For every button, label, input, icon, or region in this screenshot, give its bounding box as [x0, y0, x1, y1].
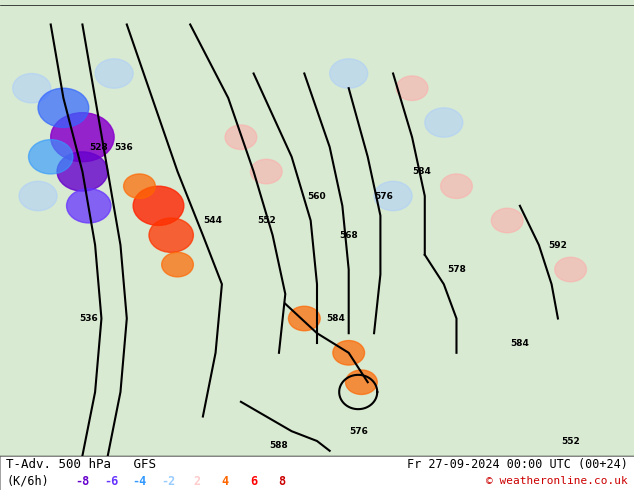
- Circle shape: [250, 159, 282, 184]
- Circle shape: [124, 174, 155, 198]
- Circle shape: [330, 59, 368, 88]
- Circle shape: [288, 306, 320, 331]
- Text: 536: 536: [79, 314, 98, 323]
- Text: 568: 568: [339, 231, 358, 240]
- Text: 8: 8: [278, 475, 286, 488]
- Circle shape: [13, 74, 51, 103]
- Text: 584: 584: [327, 314, 346, 323]
- Text: 592: 592: [548, 241, 567, 249]
- Circle shape: [19, 181, 57, 211]
- Circle shape: [374, 181, 412, 211]
- Circle shape: [425, 108, 463, 137]
- Circle shape: [555, 257, 586, 282]
- Text: 584: 584: [412, 167, 431, 176]
- Text: -2: -2: [161, 475, 175, 488]
- FancyBboxPatch shape: [0, 456, 634, 490]
- FancyBboxPatch shape: [0, 0, 634, 456]
- Circle shape: [149, 218, 193, 252]
- Circle shape: [162, 252, 193, 277]
- Text: 576: 576: [349, 427, 368, 436]
- Circle shape: [67, 189, 111, 223]
- Circle shape: [396, 76, 428, 100]
- FancyBboxPatch shape: [0, 0, 634, 456]
- Circle shape: [51, 113, 114, 162]
- Text: 552: 552: [257, 216, 276, 225]
- Circle shape: [225, 125, 257, 149]
- Text: 584: 584: [510, 339, 529, 347]
- Text: T-Adv. 500 hPa   GFS: T-Adv. 500 hPa GFS: [6, 458, 157, 470]
- Circle shape: [57, 152, 108, 191]
- Text: 576: 576: [374, 192, 393, 200]
- Text: -8: -8: [75, 475, 89, 488]
- Circle shape: [491, 208, 523, 233]
- Text: 560: 560: [307, 192, 327, 200]
- Text: 4: 4: [221, 475, 229, 488]
- Circle shape: [38, 88, 89, 127]
- Text: Fr 27-09-2024 00:00 UTC (00+24): Fr 27-09-2024 00:00 UTC (00+24): [407, 458, 628, 470]
- Text: 544: 544: [203, 216, 222, 225]
- Circle shape: [441, 174, 472, 198]
- Text: -6: -6: [104, 475, 118, 488]
- Circle shape: [333, 341, 365, 365]
- Text: -4: -4: [133, 475, 146, 488]
- Text: 552: 552: [561, 437, 580, 445]
- Text: 2: 2: [193, 475, 200, 488]
- Text: © weatheronline.co.uk: © weatheronline.co.uk: [486, 476, 628, 486]
- Circle shape: [346, 370, 377, 394]
- Circle shape: [133, 186, 184, 225]
- Text: 588: 588: [269, 441, 288, 450]
- Text: 528: 528: [89, 143, 108, 151]
- Text: 578: 578: [447, 265, 466, 274]
- Circle shape: [95, 59, 133, 88]
- Text: 536: 536: [114, 143, 133, 151]
- Text: 6: 6: [250, 475, 257, 488]
- Circle shape: [29, 140, 73, 174]
- Text: (K/6h): (K/6h): [6, 475, 49, 488]
